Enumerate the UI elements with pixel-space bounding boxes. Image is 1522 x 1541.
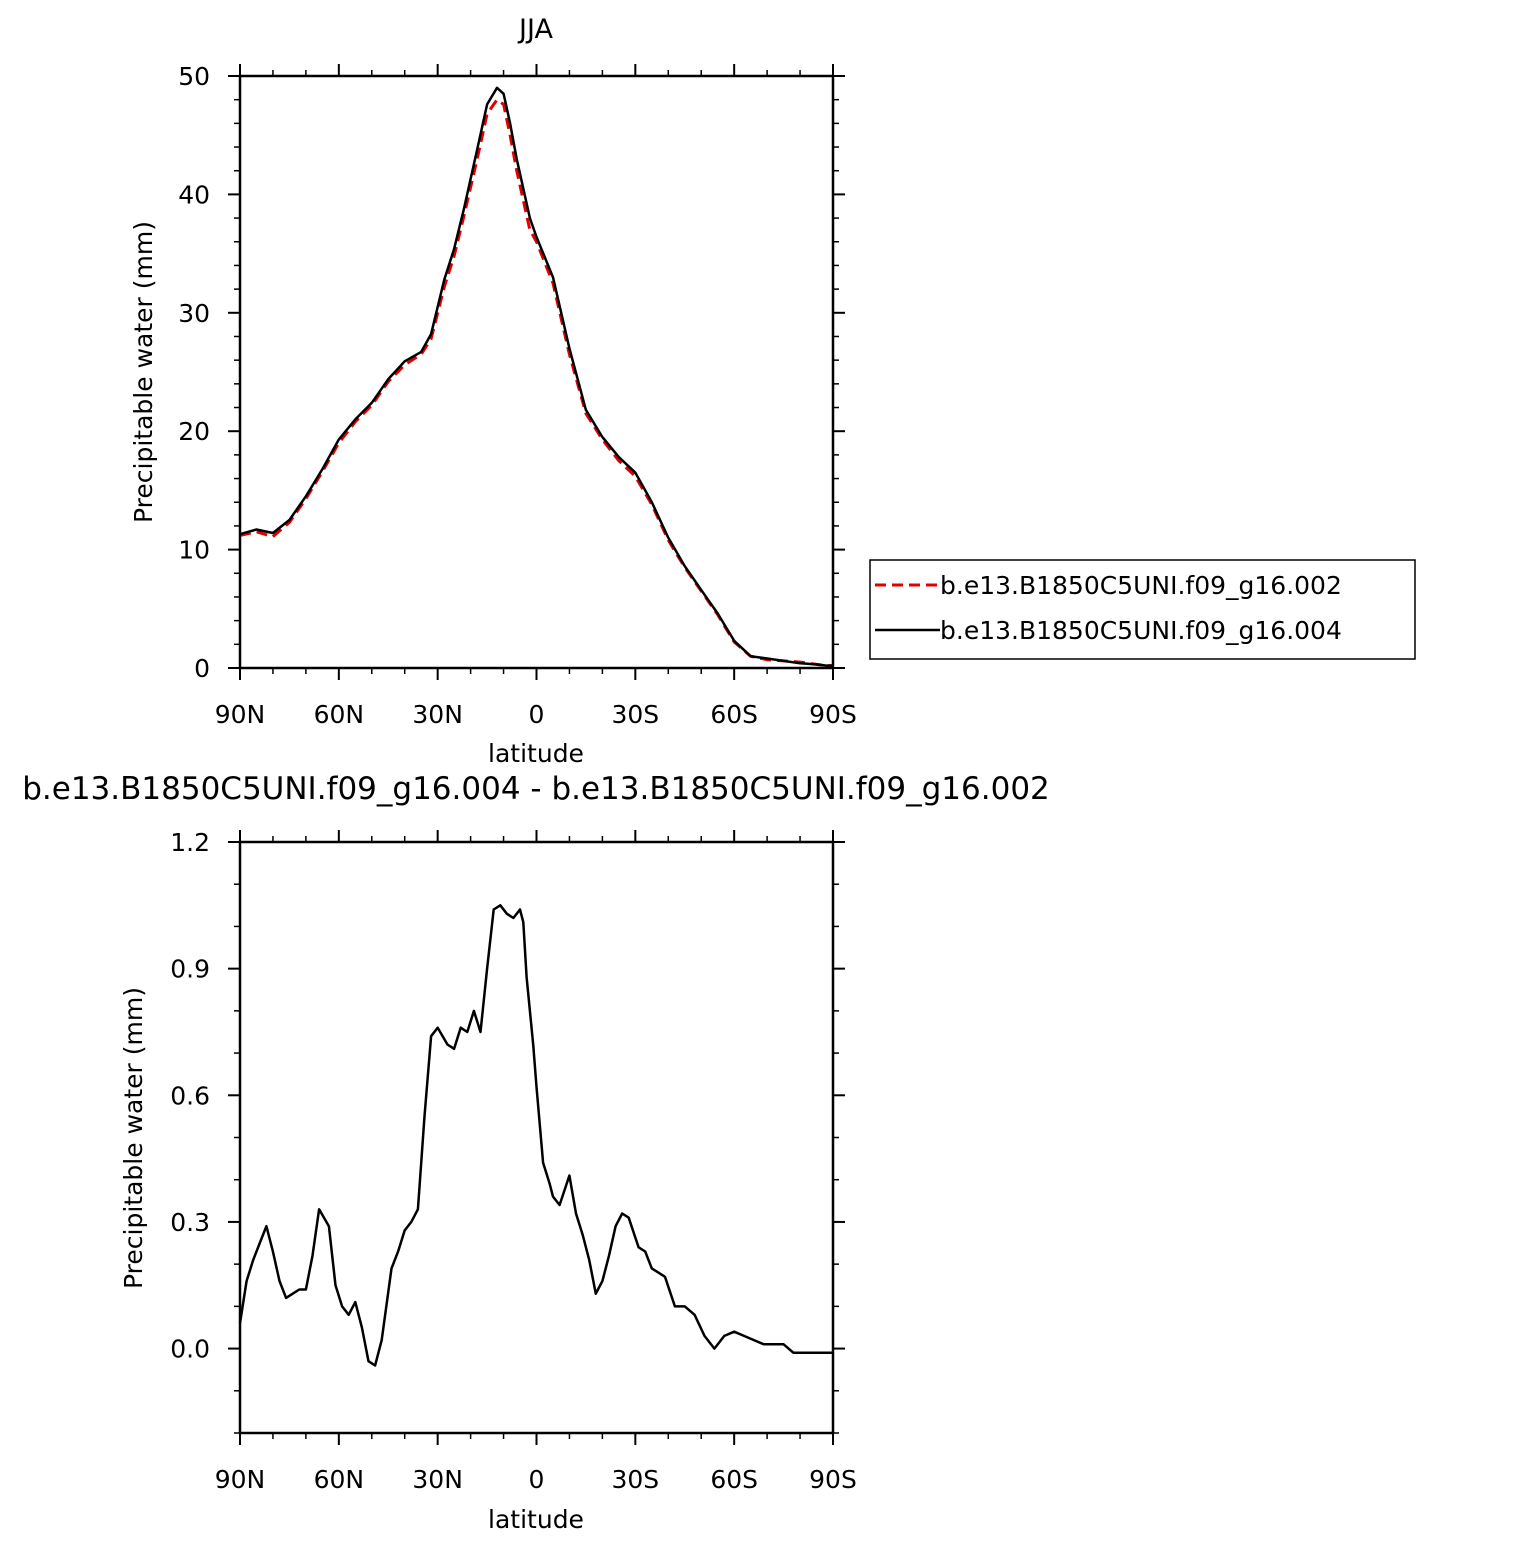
bottom-panel-ticks: 90N 60N 30N 0 30S 60S 90S 0.0 0.3 0.6 0.9 1.2 — [170, 828, 857, 1494]
legend-label-series-2: b.e13.B1850C5UNI.f09_g16.004 — [940, 616, 1342, 645]
top-panel-frame — [238, 74, 835, 670]
x-tick-label: 30N — [412, 700, 463, 729]
x-tick-label: 60N — [314, 700, 365, 729]
x-tick-label: 90S — [809, 1465, 857, 1494]
legend-label-series-1: b.e13.B1850C5UNI.f09_g16.002 — [940, 571, 1342, 600]
y-tick-label: 0.3 — [170, 1208, 210, 1237]
x-tick-label: 0 — [529, 700, 545, 729]
top-panel-ticks: 90N 60N 30N 0 30S 60S 90S 0 10 20 30 40 50 — [178, 62, 857, 729]
bottom-panel: b.e13.B1850C5UNI.f09_g16.004 - b.e13.B18… — [22, 771, 1050, 1534]
y-tick-label: 0 — [194, 654, 210, 683]
x-tick-label: 0 — [529, 1465, 545, 1494]
y-tick-label: 10 — [178, 536, 210, 565]
series-line-2 — [239, 86, 833, 667]
y-tick-label: 1.2 — [170, 828, 210, 857]
series-line-1 — [239, 98, 833, 668]
x-tick-label: 30S — [611, 700, 659, 729]
x-tick-label: 90N — [215, 1465, 266, 1494]
y-tick-label: 20 — [178, 417, 210, 446]
y-tick-label: 0.0 — [170, 1335, 210, 1364]
x-tick-label: 30N — [412, 1465, 463, 1494]
y-tick-label: 50 — [178, 62, 210, 91]
top-panel-title: JJA — [517, 14, 553, 45]
bottom-panel-frame — [238, 840, 835, 1435]
y-tick-label: 0.6 — [170, 1081, 210, 1110]
top-panel: JJA Precipitable water (mm) latitude 90N… — [129, 14, 1416, 768]
top-panel-y-axis-label: Precipitable water (mm) — [129, 221, 158, 523]
bottom-panel-x-axis-label: latitude — [488, 1505, 584, 1534]
bottom-panel-y-axis-label: Precipitable water (mm) — [119, 987, 148, 1289]
series-line-1 — [238, 904, 833, 1367]
y-tick-label: 30 — [178, 299, 210, 328]
legend: b.e13.B1850C5UNI.f09_g16.002 b.e13.B1850… — [869, 559, 1416, 660]
x-tick-label: 60S — [710, 700, 758, 729]
top-panel-x-axis-label: latitude — [488, 739, 584, 768]
legend-box — [869, 559, 1416, 660]
y-tick-label: 40 — [178, 180, 210, 209]
x-tick-label: 90S — [809, 700, 857, 729]
bottom-panel-series — [238, 904, 833, 1367]
bottom-panel-title: b.e13.B1850C5UNI.f09_g16.004 - b.e13.B18… — [22, 771, 1050, 807]
y-tick-label: 0.9 — [170, 955, 210, 984]
x-tick-label: 90N — [215, 700, 266, 729]
x-tick-label: 60S — [710, 1465, 758, 1494]
x-tick-label: 30S — [611, 1465, 659, 1494]
x-tick-label: 60N — [314, 1465, 365, 1494]
top-panel-series — [239, 86, 833, 668]
